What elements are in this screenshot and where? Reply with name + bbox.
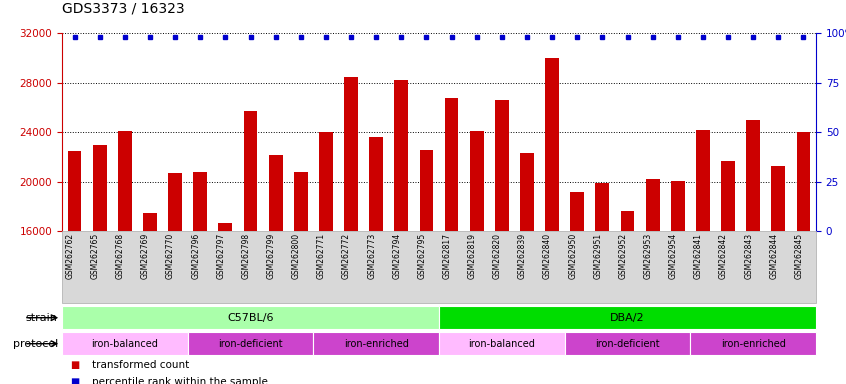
Bar (696, 130, 710, 231)
Bar (545, 58, 559, 231)
Text: ■: ■ (70, 377, 80, 384)
Bar (294, 172, 308, 231)
Bar (746, 120, 760, 231)
Bar (445, 98, 459, 231)
Text: GSM262844: GSM262844 (769, 233, 778, 279)
Text: iron-balanced: iron-balanced (91, 339, 158, 349)
Text: GSM262762: GSM262762 (66, 233, 74, 279)
Bar (772, 166, 785, 231)
Text: DBA/2: DBA/2 (610, 313, 645, 323)
Text: iron-deficient: iron-deficient (218, 339, 283, 349)
Text: ■: ■ (70, 360, 80, 370)
Text: GSM262952: GSM262952 (618, 233, 628, 279)
Text: GSM262819: GSM262819 (468, 233, 476, 279)
Bar (570, 192, 584, 231)
Text: GSM262842: GSM262842 (719, 233, 728, 279)
Text: GSM262798: GSM262798 (241, 233, 250, 279)
Bar (244, 111, 257, 231)
Bar (319, 132, 332, 231)
Text: iron-enriched: iron-enriched (721, 339, 786, 349)
Bar (344, 77, 358, 231)
Text: iron-deficient: iron-deficient (596, 339, 660, 349)
Text: GSM262768: GSM262768 (116, 233, 125, 279)
Bar (68, 151, 81, 231)
Text: GSM262950: GSM262950 (569, 233, 577, 280)
Bar (797, 132, 810, 231)
Text: GSM262773: GSM262773 (367, 233, 376, 280)
Text: C57BL/6: C57BL/6 (228, 313, 274, 323)
Text: transformed count: transformed count (91, 360, 189, 370)
Text: GSM262820: GSM262820 (493, 233, 502, 279)
Bar (168, 173, 182, 231)
Text: GSM262796: GSM262796 (191, 233, 201, 280)
Text: iron-balanced: iron-balanced (469, 339, 536, 349)
Bar (93, 145, 107, 231)
Text: GSM262769: GSM262769 (141, 233, 150, 280)
Text: GSM262953: GSM262953 (644, 233, 652, 280)
Bar (194, 172, 207, 231)
Bar (218, 223, 233, 231)
Text: GSM262954: GSM262954 (669, 233, 678, 280)
Bar (520, 153, 534, 231)
Text: GSM262770: GSM262770 (166, 233, 175, 280)
Text: GSM262839: GSM262839 (518, 233, 527, 279)
Text: GSM262843: GSM262843 (744, 233, 753, 279)
Bar (645, 179, 660, 231)
Text: strain: strain (26, 313, 58, 323)
Bar (118, 131, 132, 231)
Bar (143, 213, 157, 231)
Text: iron-enriched: iron-enriched (343, 339, 409, 349)
Text: GSM262800: GSM262800 (292, 233, 301, 279)
Text: protocol: protocol (13, 339, 58, 349)
Bar (420, 150, 433, 231)
Bar (621, 212, 634, 231)
Text: GSM262765: GSM262765 (91, 233, 100, 280)
Text: GSM262799: GSM262799 (266, 233, 276, 280)
Text: GSM262951: GSM262951 (593, 233, 602, 279)
Text: percentile rank within the sample: percentile rank within the sample (91, 377, 267, 384)
Bar (671, 180, 684, 231)
Bar (269, 154, 283, 231)
Text: GSM262771: GSM262771 (317, 233, 326, 279)
Bar (394, 80, 409, 231)
Text: GSM262817: GSM262817 (442, 233, 452, 279)
Text: GSM262845: GSM262845 (794, 233, 804, 279)
Bar (721, 161, 735, 231)
Bar (369, 137, 383, 231)
Bar (470, 131, 484, 231)
Text: GSM262795: GSM262795 (417, 233, 426, 280)
Text: GSM262841: GSM262841 (694, 233, 703, 279)
Text: GDS3373 / 16323: GDS3373 / 16323 (62, 2, 184, 16)
Bar (495, 100, 508, 231)
Text: GSM262840: GSM262840 (543, 233, 552, 279)
Bar (596, 183, 609, 231)
Text: GSM262797: GSM262797 (217, 233, 225, 280)
Text: GSM262794: GSM262794 (393, 233, 401, 280)
Text: GSM262772: GSM262772 (342, 233, 351, 279)
